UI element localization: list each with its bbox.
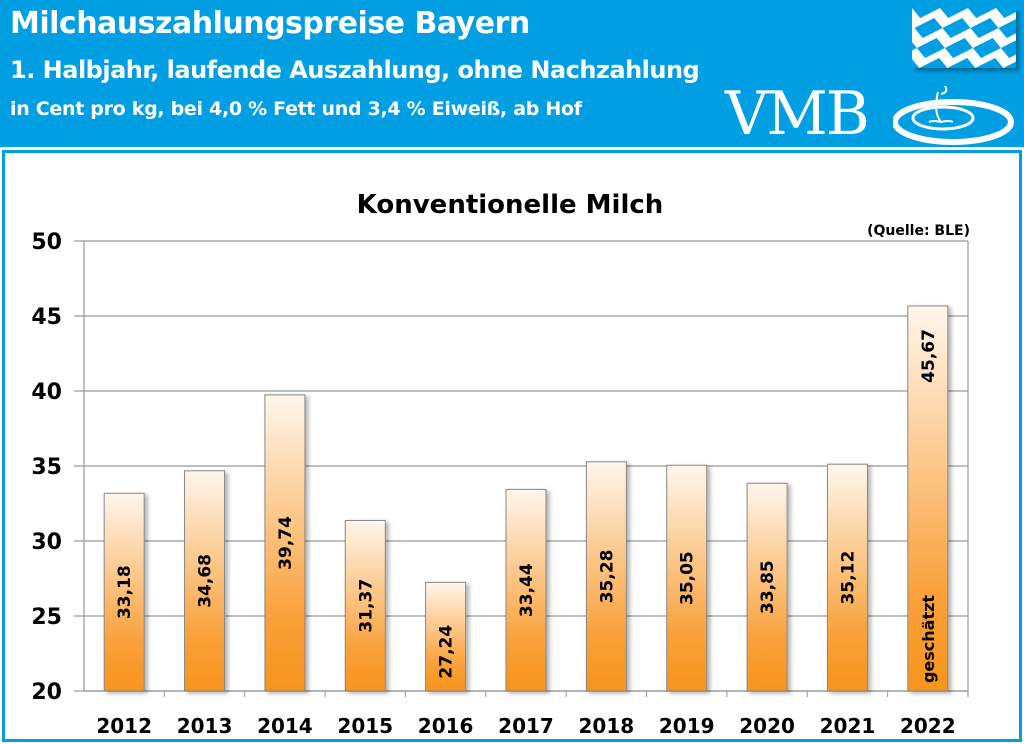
y-tick-label: 40 [31, 380, 62, 405]
data-label-2012: 33,18 [115, 565, 135, 619]
x-tick-label: 2015 [337, 714, 393, 738]
bar-2022 [907, 305, 949, 692]
vmb-logo-text: VMB [725, 79, 870, 149]
header-unit-line: in Cent pro kg, bei 4,0 % Fett und 3,4 %… [10, 98, 582, 120]
vmb-logo-icon [893, 85, 1014, 145]
bar-2016 [425, 581, 467, 692]
chart-panel: Konventionelle Milch (Quelle: BLE) 20 25 3… [2, 150, 1022, 742]
y-tick-label: 50 [31, 230, 62, 255]
header-banner: Milchauszahlungspreise Bayern 1. Halbjah… [0, 0, 1024, 147]
x-tick-label: 2014 [257, 714, 313, 738]
bar-chart: Konventionelle Milch (Quelle: BLE) 20 25 3… [31, 190, 970, 738]
x-tick-label: 2013 [177, 714, 233, 738]
bar-2012 [103, 492, 145, 692]
x-tick-label: 2020 [739, 714, 795, 738]
source-note: (Quelle: BLE) [867, 223, 970, 239]
x-tick-label: 2019 [659, 714, 715, 738]
x-tick-label: 2021 [820, 714, 876, 738]
bar-2018 [585, 461, 627, 692]
data-label-2019: 35,05 [678, 551, 698, 605]
x-tick-label: 2012 [96, 714, 152, 738]
data-label-2015: 31,37 [356, 579, 376, 633]
header-title: Milchauszahlungspreise Bayern [10, 6, 530, 41]
annotation-estimated: geschätzt [919, 595, 938, 683]
data-label-2017: 33,44 [517, 563, 537, 617]
bar-2020 [746, 482, 788, 692]
data-label-2016: 27,24 [437, 625, 457, 679]
y-tick-label: 35 [31, 455, 62, 480]
bar-2014 [264, 394, 306, 692]
x-tick-label: 2018 [579, 714, 635, 738]
data-label-2021: 35,12 [838, 551, 858, 605]
data-label-2013: 34,68 [196, 554, 216, 608]
x-tick-label: 2016 [418, 714, 474, 738]
data-label-2018: 35,28 [597, 550, 617, 604]
data-label-2020: 33,85 [758, 560, 778, 614]
y-tick-label: 25 [31, 605, 62, 630]
bar-2013 [184, 470, 226, 692]
bar-2021 [826, 463, 868, 692]
y-tick-label: 20 [31, 680, 62, 705]
bar-2017 [505, 488, 547, 692]
y-tick-label: 30 [31, 530, 62, 555]
bar-2019 [666, 464, 708, 692]
x-tick-label: 2017 [498, 714, 554, 738]
data-label-2022: 45,67 [919, 329, 939, 383]
bavarian-flag-icon [912, 8, 1016, 68]
header-subtitle: 1. Halbjahr, laufende Auszahlung, ohne N… [10, 56, 700, 84]
y-tick-label: 45 [31, 305, 62, 330]
chart-title: Konventionelle Milch [357, 190, 664, 220]
data-label-2014: 39,74 [276, 516, 296, 570]
bar-2015 [344, 519, 386, 692]
x-tick-label: 2022 [900, 714, 956, 738]
